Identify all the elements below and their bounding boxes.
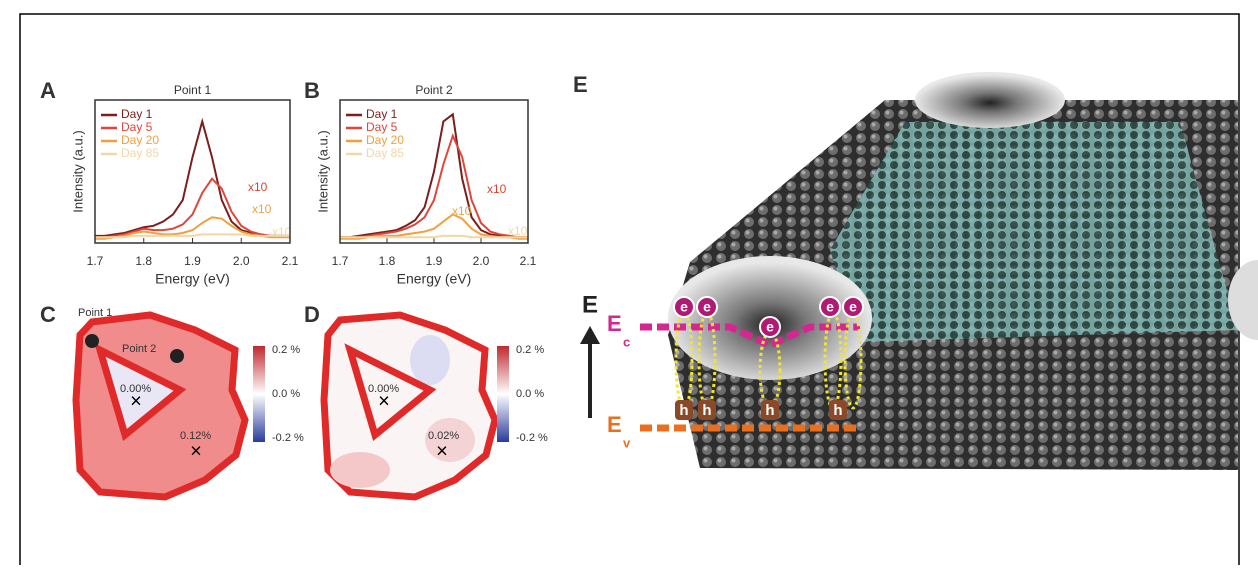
panel-letter: A: [40, 78, 56, 103]
colorbar-tick: -0.2 %: [516, 432, 548, 444]
map-d: 0.00% 0.02% × × 0.2 % 0.0 % -0.2 %: [324, 315, 548, 497]
colorbar-tick: -0.2 %: [272, 432, 304, 444]
valence-symbol: E: [607, 412, 622, 437]
hole-label: h: [679, 402, 688, 419]
colorbar-tick: 0.2 %: [516, 344, 544, 356]
x-tick-label: 2.0: [233, 254, 250, 268]
legend-label: Day 85: [366, 146, 404, 160]
panel-letter: D: [304, 302, 320, 327]
x-axis-label: Energy (eV): [397, 271, 472, 287]
panel-letter: E: [573, 72, 588, 97]
annotation: x10: [452, 204, 472, 218]
annotation: x10: [248, 180, 268, 194]
legend-label: Day 5: [121, 120, 153, 134]
x-tick-label: 1.9: [184, 254, 201, 268]
x-tick-label: 1.8: [135, 254, 152, 268]
legend-label: Day 1: [366, 107, 398, 121]
x-tick-label: 1.9: [426, 254, 443, 268]
map-c: Point 1 Point 2 0.00% 0.12% × × 0.2 % 0.…: [76, 307, 304, 497]
x-tick-label: 2.1: [520, 254, 537, 268]
annotation: x10: [272, 225, 292, 239]
panel-letter: B: [304, 78, 320, 103]
electron-label: e: [826, 299, 834, 315]
colorbar-tick: 0.2 %: [272, 344, 300, 356]
panel-letter: C: [40, 302, 56, 327]
colorbar-tick: 0.0 %: [272, 388, 300, 400]
point-label: Point 2: [122, 343, 156, 355]
energy-label: E: [582, 291, 598, 318]
colorbar: [497, 346, 509, 442]
legend-label: Day 85: [121, 146, 159, 160]
annotation: x10: [508, 224, 528, 238]
legend-label: Day 20: [121, 133, 159, 147]
legend-label: Day 20: [366, 133, 404, 147]
chart-title: Point 1: [174, 83, 212, 97]
conduction-sub: c: [623, 334, 630, 349]
hole-label: h: [765, 402, 774, 419]
x-tick-label: 1.8: [379, 254, 396, 268]
x-tick-label: 2.0: [473, 254, 490, 268]
annotation: x10: [252, 202, 272, 216]
cross: ×: [378, 390, 390, 412]
electron-label: e: [766, 319, 774, 335]
cross: ×: [130, 390, 142, 412]
x-axis-label: Energy (eV): [155, 271, 230, 287]
point-label: Point 1: [78, 307, 112, 319]
conduction-symbol: E: [607, 311, 622, 336]
hole-label: h: [833, 402, 842, 419]
colorbar: [253, 346, 265, 442]
cross: ×: [436, 440, 448, 462]
x-tick-label: 1.7: [332, 254, 349, 268]
figure: A B C D E Point 1 Point 2 0.00% 0.12% × …: [0, 0, 1258, 565]
hole-label: h: [702, 402, 711, 419]
annotation: x10: [487, 182, 507, 196]
cross: ×: [190, 440, 202, 462]
legend-label: Day 5: [366, 120, 398, 134]
chart-title: Point 2: [415, 83, 453, 97]
colorbar-tick: 0.0 %: [516, 388, 544, 400]
lattice-render: [668, 72, 1258, 470]
x-tick-label: 2.1: [282, 254, 299, 268]
electron-label: e: [849, 299, 857, 315]
y-axis-label: Intensity (a.u.): [315, 130, 330, 212]
y-axis-label: Intensity (a.u.): [70, 130, 85, 212]
x-tick-label: 1.7: [87, 254, 104, 268]
page: A B C D E Point 1 Point 2 0.00% 0.12% × …: [0, 0, 1258, 570]
electron-label: e: [703, 299, 711, 315]
legend-label: Day 1: [121, 107, 153, 121]
electron-label: e: [680, 299, 688, 315]
valence-sub: v: [623, 435, 631, 450]
